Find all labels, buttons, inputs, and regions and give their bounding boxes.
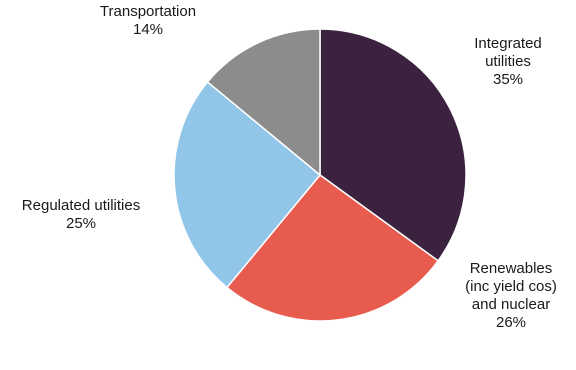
slice-value-label-2: 25% bbox=[66, 215, 96, 232]
pie-slice-3 bbox=[206, 28, 321, 177]
slice-name-line-1-0: Renewables bbox=[470, 260, 553, 277]
slice-value-label-3: 14% bbox=[133, 21, 163, 38]
slice-value-label-1: 26% bbox=[496, 314, 526, 331]
slice-name-line-0-1: utilities bbox=[485, 53, 531, 70]
pie-labels: Integrated utilities 35% Renewables (inc yie… bbox=[22, 3, 557, 331]
pie-slice-0 bbox=[319, 28, 467, 262]
pie-slice-1 bbox=[225, 173, 440, 322]
slice-name-line-0-0: Integrated bbox=[474, 35, 542, 52]
slice-label-3: Transportation 14% bbox=[100, 3, 196, 38]
slice-label-0: Integrated utilities 35% bbox=[474, 35, 542, 88]
slice-name-line-1-1: (inc yield cos) bbox=[465, 278, 557, 295]
slice-name-line-2-0: Regulated utilities bbox=[22, 197, 140, 214]
slice-value-label-0: 35% bbox=[493, 71, 523, 88]
slice-name-line-1-2: and nuclear bbox=[472, 296, 550, 313]
slice-label-2: Regulated utilities 25% bbox=[22, 197, 140, 232]
slice-name-line-3-0: Transportation bbox=[100, 3, 196, 20]
pie-slices bbox=[173, 28, 467, 322]
slice-label-1: Renewables (inc yield cos) and nuclear 26% bbox=[465, 260, 557, 331]
pie-slice-2 bbox=[173, 80, 322, 289]
